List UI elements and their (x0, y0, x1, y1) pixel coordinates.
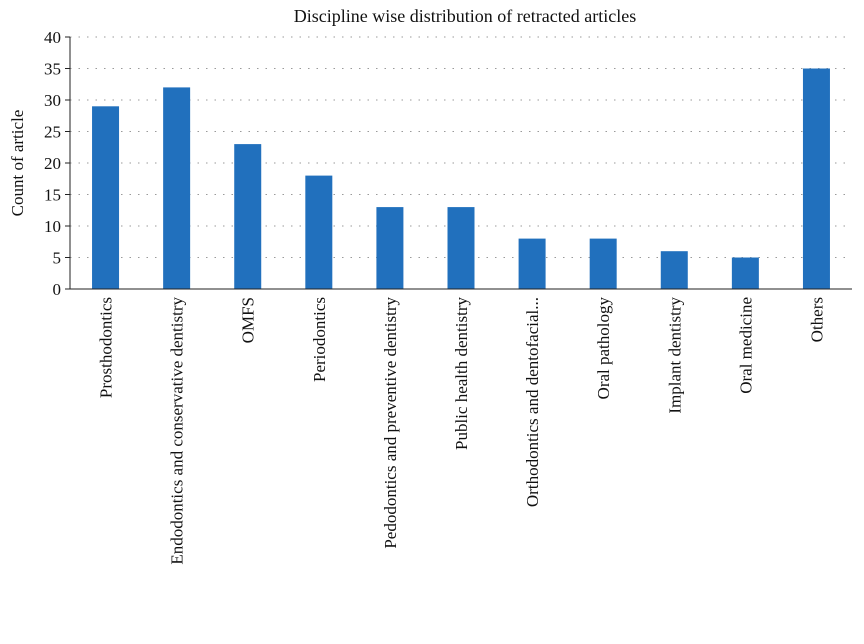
bar (163, 87, 191, 290)
y-tick-label: 20 (44, 154, 61, 173)
bar (234, 144, 262, 289)
bar (376, 207, 404, 289)
x-tick-label: Oral pathology (594, 297, 613, 400)
y-axis-title: Count of article (8, 110, 27, 217)
chart-title: Discipline wise distribution of retracte… (294, 6, 636, 26)
y-tick-label: 0 (53, 280, 62, 299)
x-tick-labels: Prosthodontics Endodontics and conservati… (97, 297, 827, 565)
x-tick-label: Periodontics (310, 297, 329, 382)
x-tick-label: Implant dentistry (665, 297, 684, 414)
bar (660, 251, 688, 289)
y-tick-label: 5 (53, 249, 62, 268)
bar (92, 106, 120, 289)
y-tick-label: 10 (44, 217, 61, 236)
bar (802, 68, 830, 289)
y-tick-labels: 0 5 10 15 20 25 30 35 40 (44, 28, 70, 299)
y-tick-label: 25 (44, 123, 61, 142)
bar (589, 238, 617, 289)
x-tick-label: Orthodontics and dentofacial... (523, 297, 542, 507)
bar (518, 238, 546, 289)
x-tick-label: Others (807, 297, 826, 342)
x-tick-label: OMFS (239, 297, 258, 343)
y-tick-label: 30 (44, 91, 61, 110)
bar (305, 175, 333, 289)
bar (447, 207, 475, 289)
x-tick-label: Oral medicine (736, 297, 755, 394)
bar (731, 257, 759, 289)
y-tick-label: 15 (44, 186, 61, 205)
x-tick-label: Prosthodontics (97, 297, 116, 398)
y-tick-label: 40 (44, 28, 61, 47)
x-tick-label: Pedodontics and preventive dentistry (381, 297, 400, 549)
x-tick-label: Public health dentistry (452, 297, 471, 450)
y-tick-label: 35 (44, 60, 61, 79)
x-tick-label: Endodontics and conservative dentistry (168, 297, 187, 565)
bars (92, 68, 830, 290)
